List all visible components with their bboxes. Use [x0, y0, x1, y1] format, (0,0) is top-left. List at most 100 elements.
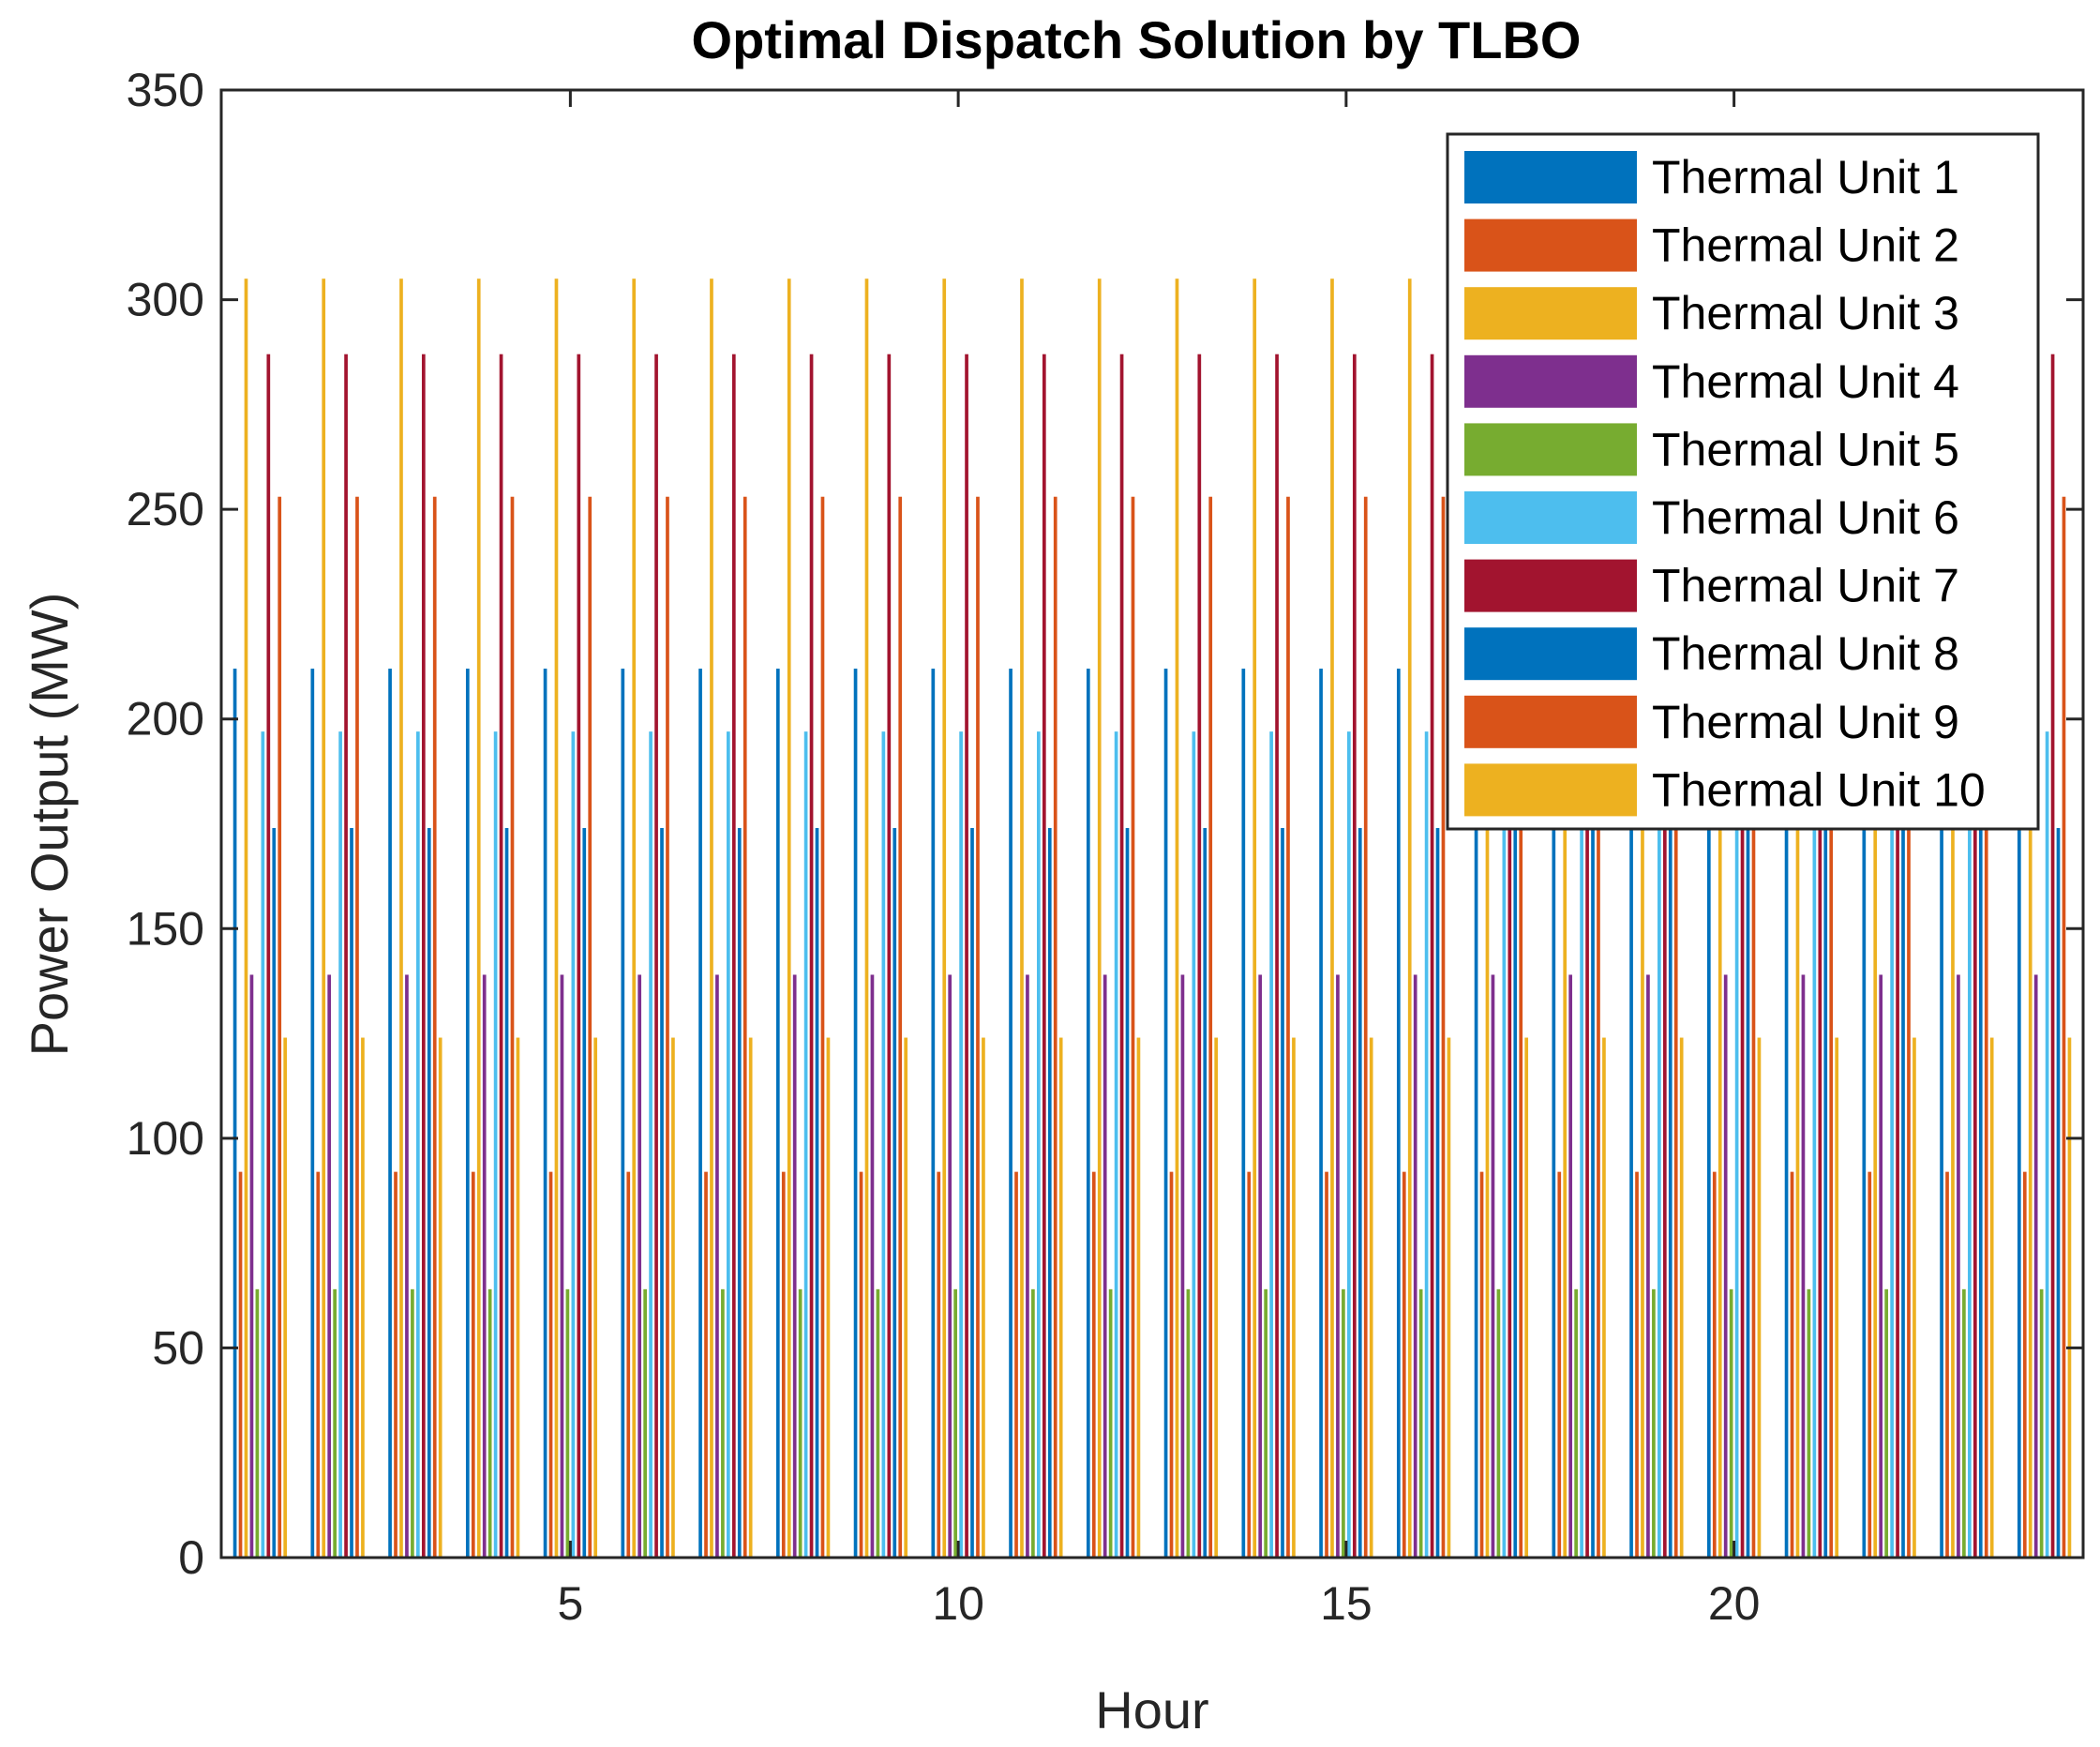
bar-hour-2-unit-10 — [361, 1037, 365, 1558]
bar-hour-8-unit-3 — [787, 279, 791, 1559]
bar-hour-3-unit-9 — [432, 496, 437, 1558]
bar-hour-14-unit-1 — [1241, 669, 1246, 1558]
bar-hour-15-unit-1 — [1319, 669, 1323, 1558]
bar-hour-19-unit-4 — [1646, 974, 1650, 1558]
bar-hour-4-unit-6 — [493, 731, 498, 1558]
bar-hour-24-unit-4 — [2033, 974, 2038, 1558]
bar-hour-20-unit-3 — [1718, 279, 1722, 1559]
bar-hour-1-unit-10 — [283, 1037, 288, 1558]
bar-hour-20-unit-7 — [1740, 354, 1745, 1559]
bar-hour-23-unit-7 — [1972, 354, 1977, 1559]
bar-hour-7-unit-2 — [704, 1171, 708, 1558]
legend-swatch-unit-3 — [1464, 287, 1637, 340]
bar-hour-16-unit-2 — [1402, 1171, 1406, 1558]
bar-hour-2-unit-8 — [350, 827, 353, 1558]
bar-hour-23-unit-9 — [1984, 496, 1988, 1558]
bar-hour-11-unit-4 — [1026, 974, 1029, 1558]
bar-hour-21-unit-3 — [1795, 279, 1800, 1559]
bar-hour-5-unit-7 — [577, 354, 581, 1559]
bar-hour-17-unit-5 — [1496, 1288, 1501, 1558]
bar-hour-18-unit-9 — [1597, 496, 1600, 1558]
plot-area-frame — [219, 88, 2085, 1559]
bar-hour-16-unit-6 — [1424, 731, 1429, 1558]
bar-hour-22-unit-5 — [1884, 1288, 1888, 1558]
bar-hour-12-unit-8 — [1125, 827, 1130, 1558]
bar-hour-8-unit-7 — [809, 354, 814, 1559]
bar-hour-3-unit-1 — [388, 669, 392, 1558]
bar-hour-14-unit-7 — [1275, 354, 1279, 1559]
bar-hour-15-unit-7 — [1352, 354, 1357, 1559]
legend-swatch-unit-9 — [1464, 695, 1637, 748]
bar-hour-23-unit-3 — [1951, 279, 1955, 1559]
bar-hour-7-unit-3 — [710, 279, 713, 1559]
bar-hour-22-unit-7 — [1896, 354, 1899, 1559]
bar-hour-5-unit-2 — [548, 1171, 553, 1558]
bar-hour-6-unit-3 — [632, 279, 637, 1559]
bar-hour-1-unit-2 — [238, 1171, 243, 1558]
bar-hour-2-unit-5 — [333, 1288, 337, 1558]
legend-label-unit-7: Thermal Unit 7 — [1652, 560, 1959, 612]
bar-hour-13-unit-8 — [1203, 827, 1208, 1558]
y-tick-label: 350 — [127, 64, 204, 116]
bar-hour-18-unit-10 — [1602, 1037, 1606, 1558]
bar-hour-9-unit-10 — [904, 1037, 908, 1558]
bar-hour-16-unit-4 — [1413, 974, 1418, 1558]
bar-hour-22-unit-2 — [1868, 1171, 1872, 1558]
bar-hour-14-unit-4 — [1258, 974, 1263, 1558]
bar-hour-8-unit-9 — [820, 496, 825, 1558]
legend-label-unit-10: Thermal Unit 10 — [1652, 763, 1986, 816]
bar-hour-4-unit-5 — [488, 1288, 492, 1558]
bar-hour-9-unit-8 — [892, 827, 897, 1558]
bar-hour-15-unit-5 — [1342, 1288, 1345, 1558]
bar-hour-1-unit-4 — [249, 974, 254, 1558]
bar-hour-21-unit-1 — [1784, 669, 1789, 1558]
bar-hour-3-unit-10 — [438, 1037, 442, 1558]
bar-hour-24-unit-5 — [2039, 1288, 2044, 1558]
bar-hour-23-unit-6 — [1968, 731, 1972, 1558]
bar-hour-9-unit-9 — [898, 496, 903, 1558]
bar-hour-16-unit-8 — [1435, 827, 1440, 1558]
bar-hour-16-unit-5 — [1418, 1288, 1423, 1558]
bar-hour-19-unit-6 — [1658, 731, 1661, 1558]
bar-hour-11-unit-3 — [1020, 279, 1024, 1559]
bar-hour-7-unit-8 — [737, 827, 742, 1558]
bar-hour-9-unit-1 — [853, 669, 858, 1558]
legend-swatch-unit-7 — [1464, 559, 1637, 612]
x-axis-label: Hour — [1095, 1680, 1208, 1739]
bar-hour-3-unit-7 — [421, 354, 426, 1559]
legend-label-unit-3: Thermal Unit 3 — [1652, 287, 1959, 339]
bar-hour-7-unit-10 — [748, 1037, 753, 1558]
bar-hour-4-unit-4 — [482, 974, 487, 1558]
bar-hour-16-unit-1 — [1396, 669, 1401, 1558]
bar-hour-17-unit-7 — [1508, 354, 1512, 1559]
bar-hour-11-unit-2 — [1014, 1171, 1018, 1558]
bar-hour-18-unit-4 — [1568, 974, 1573, 1558]
bar-hour-23-unit-1 — [1940, 669, 1943, 1558]
bar-hour-5-unit-4 — [560, 974, 564, 1558]
bar-hour-5-unit-1 — [543, 669, 548, 1558]
bar-hour-2-unit-3 — [322, 279, 326, 1559]
bar-hour-1-unit-8 — [272, 827, 277, 1558]
bar-hour-22-unit-8 — [1901, 827, 1905, 1558]
bar-hour-6-unit-8 — [660, 827, 664, 1558]
bar-hour-19-unit-7 — [1662, 354, 1667, 1559]
legend-label-unit-6: Thermal Unit 6 — [1652, 491, 1959, 544]
bar-hour-11-unit-6 — [1037, 731, 1041, 1558]
bar-hour-22-unit-9 — [1907, 496, 1911, 1558]
bar-hour-1-unit-6 — [261, 731, 265, 1558]
bar-hour-17-unit-3 — [1485, 279, 1490, 1559]
bar-hour-4-unit-3 — [476, 279, 481, 1559]
bar-hour-22-unit-1 — [1862, 669, 1867, 1558]
bar-hour-20-unit-6 — [1734, 731, 1739, 1558]
bar-hour-5-unit-8 — [582, 827, 587, 1558]
bar-hour-5-unit-3 — [554, 279, 559, 1559]
legend: Thermal Unit 1 Thermal Unit 2 Thermal Unit… — [1446, 132, 2040, 831]
bar-hour-20-unit-2 — [1712, 1171, 1717, 1558]
bar-hour-7-unit-9 — [742, 496, 747, 1558]
bar-hour-20-unit-5 — [1729, 1288, 1733, 1558]
legend-swatch-unit-6 — [1464, 491, 1637, 544]
bar-hour-9-unit-2 — [859, 1171, 863, 1558]
bar-hour-12-unit-6 — [1114, 731, 1118, 1558]
bar-hour-4-unit-8 — [504, 827, 509, 1558]
bar-hour-13-unit-5 — [1186, 1288, 1191, 1558]
